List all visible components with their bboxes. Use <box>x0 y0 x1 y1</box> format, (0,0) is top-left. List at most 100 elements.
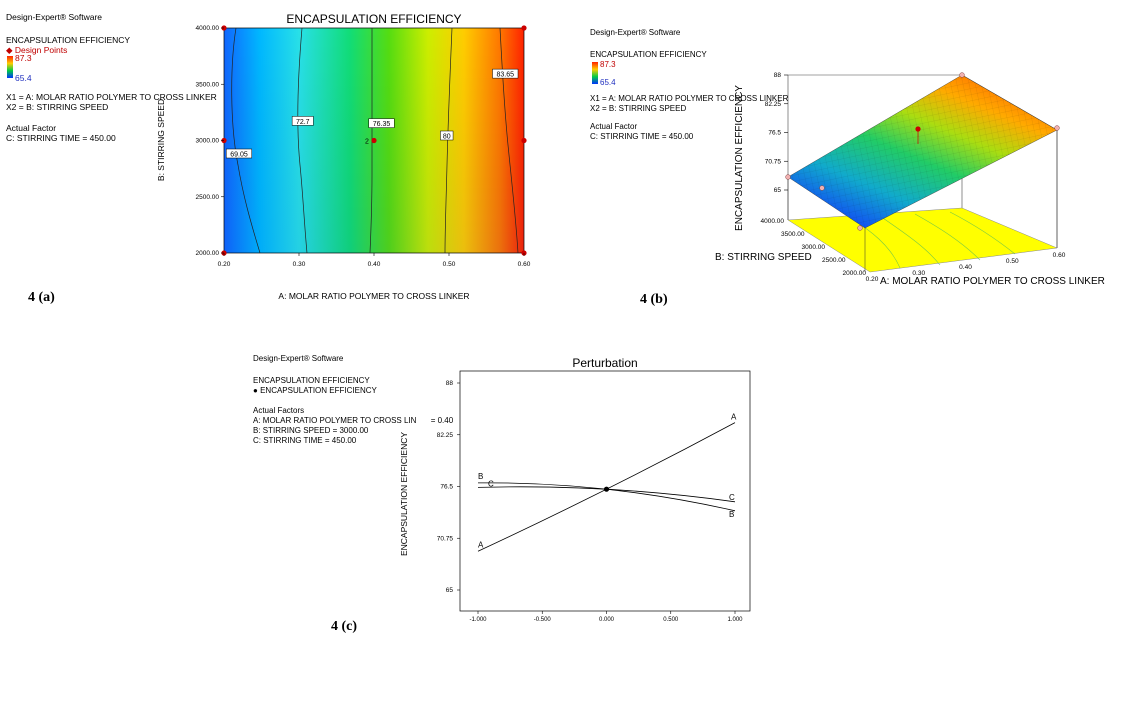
contour-label-box <box>492 68 519 79</box>
surface-drop-lines <box>787 130 1058 272</box>
response-name: ENCAPSULATION EFFICIENCY <box>6 34 131 45</box>
y-axis-label: B: STIRRING SPEED <box>156 99 166 181</box>
color-scale: 87.3 65.4 <box>590 60 788 87</box>
actual-factor-title: Actual Factor <box>6 122 57 133</box>
x-tick-label: 0.500 <box>663 617 679 623</box>
surface-point <box>959 72 965 78</box>
contour-label-box <box>368 118 395 128</box>
contour-label-box <box>226 148 252 159</box>
contour-chart: ENCAPSULATION EFFICIENCY 69.05 72.7 76.35 8… <box>156 12 531 301</box>
software-name: Design-Expert® Software <box>6 12 103 22</box>
series-label-c: C <box>488 479 494 488</box>
scale-max: 87.3 <box>15 52 32 63</box>
design-point <box>371 137 377 144</box>
y-tick-label: 3000.00 <box>802 244 826 251</box>
x-tick-label: 0.000 <box>599 617 615 623</box>
y-tick-label: 76.5 <box>440 484 453 491</box>
factor-a: A: MOLAR RATIO POLYMER TO CROSS LIN = 0.… <box>253 416 454 425</box>
x-tick-label: 0.60 <box>518 261 531 268</box>
y-axis-ticks: 65 70.75 76.5 82.25 88 <box>437 380 460 594</box>
x-axis-ticks: 0.20 0.30 0.40 0.50 0.60 <box>218 253 531 268</box>
y-tick-label: 3000.00 <box>196 138 220 145</box>
panel-b-legend: Design-Expert® Software ENCAPSULATION EF… <box>590 28 788 142</box>
panel-a-label: 4 (a) <box>28 290 55 305</box>
contour-labels: 69.05 72.7 76.35 80 83.65 <box>226 68 519 159</box>
design-point-icon: ◆ <box>6 45 13 55</box>
panel-b-label: 4 (b) <box>640 292 668 307</box>
factor-x1: X1 = A: MOLAR RATIO POLYMER TO CROSS LIN… <box>590 94 789 103</box>
x-tick-label: -0.500 <box>534 617 552 623</box>
y-tick-label: 3500.00 <box>781 231 805 238</box>
contour-label-box <box>440 130 454 141</box>
x-axis-label: A: MOLAR RATIO POLYMER TO CROSS LINKER <box>278 291 469 301</box>
actual-factor: C: STIRRING TIME = 450.00 <box>6 133 116 143</box>
series-label-b: B <box>729 510 734 519</box>
y-tick-label: 65 <box>446 587 454 594</box>
y-axis-label: ENCAPSULATION EFFICIENCY <box>399 432 409 556</box>
contour-label: 83.65 <box>496 72 514 79</box>
x-axis-ticks: 0.20 0.30 0.40 0.50 0.60 <box>866 252 1066 283</box>
color-scale: 87.3 65.4 <box>6 52 217 83</box>
point-icon: ● <box>253 386 258 395</box>
contour-lines <box>231 27 519 254</box>
contour-label-box <box>291 116 314 126</box>
actual-factor: C: STIRRING TIME = 450.00 <box>590 132 694 141</box>
center-point <box>603 486 610 492</box>
x-axis-label: A: MOLAR RATIO POLYMER TO CROSS LINKER <box>880 276 1105 287</box>
y-tick-label: 4000.00 <box>761 218 785 225</box>
z-tick-label: 76.5 <box>768 130 781 137</box>
actual-factors-title: Actual Factors <box>253 406 305 415</box>
design-point <box>521 137 527 144</box>
color-bar <box>7 55 13 78</box>
z-tick-label: 82.25 <box>765 101 782 108</box>
y-axis-ticks: 2000.00 2500.00 3000.00 3500.00 4000.00 <box>196 25 224 257</box>
y-tick-label: 70.75 <box>437 535 454 542</box>
x-tick-label: 0.20 <box>866 276 879 283</box>
y-tick-label: 2000.00 <box>843 270 867 277</box>
software-name: Design-Expert® Software <box>253 354 344 363</box>
x-tick-label: 0.30 <box>293 261 306 268</box>
design-point <box>521 25 527 31</box>
surface-point <box>785 174 791 180</box>
point-legend: ● ENCAPSULATION EFFICIENCY <box>253 386 377 395</box>
x-tick-label: -1.000 <box>469 617 487 623</box>
response-name: ENCAPSULATION EFFICIENCY <box>253 376 370 385</box>
y-tick-label: 88 <box>446 380 454 387</box>
x-tick-label: 0.20 <box>218 261 231 268</box>
x-tick-label: 0.40 <box>959 264 972 271</box>
contour-label: 72.7 <box>296 119 310 126</box>
factor-b: B: STIRRING SPEED = 3000.00 <box>253 426 369 435</box>
x-tick-label: 0.60 <box>1053 252 1066 259</box>
y-tick-label: 2500.00 <box>822 257 846 264</box>
surface-design-points <box>785 72 1060 231</box>
contour-label: 76.35 <box>373 121 391 128</box>
surface-point <box>857 225 863 231</box>
series-label-a: A <box>478 540 484 549</box>
y-tick-label: 2000.00 <box>196 250 220 257</box>
y-tick-label: 2500.00 <box>196 194 220 201</box>
scale-min: 65.4 <box>15 72 32 83</box>
surface-point <box>1054 125 1060 131</box>
scale-min: 65.4 <box>600 78 616 87</box>
response-name: ENCAPSULATION EFFICIENCY <box>590 50 707 59</box>
y-tick-label: 4000.00 <box>196 25 220 32</box>
x-tick-label: 0.40 <box>368 261 381 268</box>
x-tick-label: 0.50 <box>1006 258 1019 265</box>
series-label-a: A <box>731 413 737 422</box>
y-tick-label: 82.25 <box>437 432 454 439</box>
y-tick-label: 3500.00 <box>196 81 220 88</box>
perturbation-chart: Perturbation -1.000 -0.500 0.000 0.500 1.000… <box>399 356 751 623</box>
z-tick-label: 65 <box>774 187 782 194</box>
z-axis-ticks: 65 70.75 76.5 82.25 88 <box>765 72 788 194</box>
y-axis-label: B: STIRRING SPEED <box>715 252 812 263</box>
contour-title: ENCAPSULATION EFFICIENCY <box>286 12 461 26</box>
panel-c-label: 4 (c) <box>331 619 358 634</box>
panel-c-legend: Design-Expert® Software ENCAPSULATION EF… <box>253 354 453 446</box>
panel-a-legend: Design-Expert® Software ENCAPSULATION EF… <box>6 12 217 144</box>
contour-label: 69.05 <box>230 152 248 159</box>
factor-x2: X2 = B: STIRRING SPEED <box>590 104 687 113</box>
software-name: Design-Expert® Software <box>590 28 681 37</box>
actual-factor-title: Actual Factor <box>590 122 638 131</box>
